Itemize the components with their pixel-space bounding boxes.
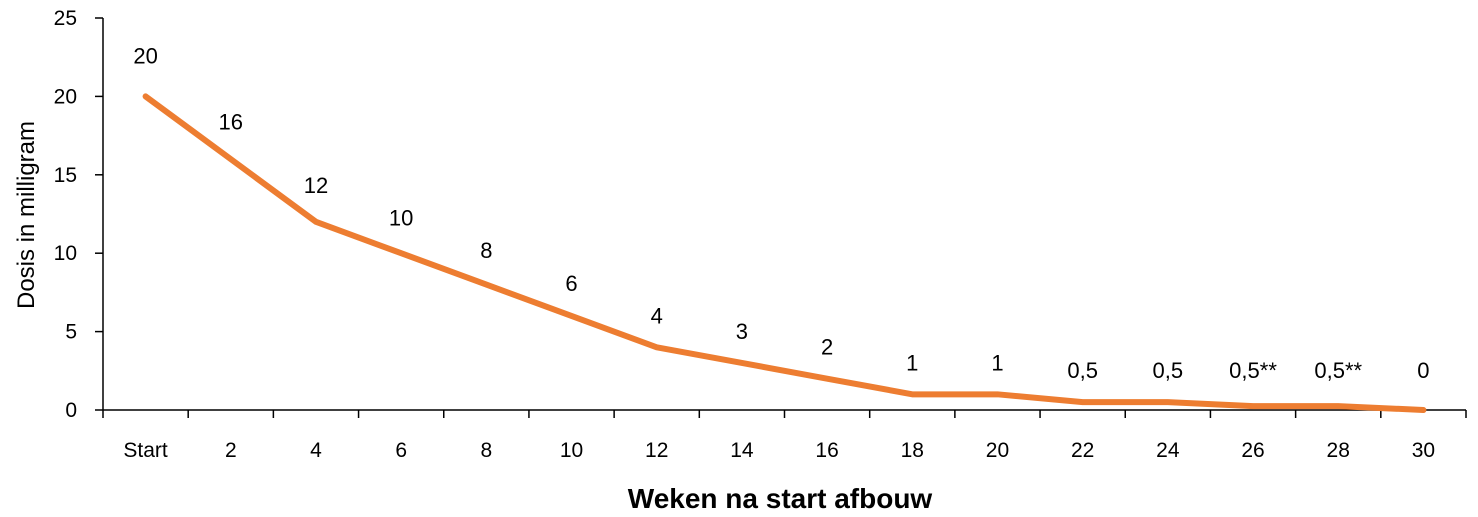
data-label: 3 xyxy=(736,319,748,344)
data-label: 0,5 xyxy=(1153,358,1184,383)
x-tick-label: Start xyxy=(123,439,168,462)
data-label: 0 xyxy=(1417,358,1429,383)
y-tick-label: 15 xyxy=(54,164,77,187)
y-tick-label: 20 xyxy=(54,85,77,108)
data-label: 0,5 xyxy=(1067,358,1098,383)
x-tick-label: 6 xyxy=(395,439,407,462)
data-label: 1 xyxy=(991,350,1003,375)
x-tick-label: 16 xyxy=(815,439,838,462)
data-label: 8 xyxy=(480,238,492,263)
x-tick-label: 4 xyxy=(310,439,322,462)
y-tick-label: 0 xyxy=(65,399,77,422)
x-tick-label: 20 xyxy=(986,439,1009,462)
data-label: 12 xyxy=(304,173,328,198)
y-tick-label: 5 xyxy=(65,321,77,344)
x-tick-label: 22 xyxy=(1071,439,1094,462)
data-label: 1 xyxy=(906,350,918,375)
series-lines xyxy=(142,93,1427,413)
x-tick-label: 8 xyxy=(481,439,493,462)
x-axis-title: Weken na start afbouw xyxy=(628,483,933,514)
x-tick-label: 30 xyxy=(1412,439,1435,462)
data-label: 2 xyxy=(821,335,833,360)
y-tick-label: 25 xyxy=(54,7,77,30)
data-label: 6 xyxy=(565,271,577,296)
data-label: 0,5** xyxy=(1314,358,1362,383)
x-tick-label: 14 xyxy=(730,439,754,462)
x-tick-label: 18 xyxy=(901,439,924,462)
x-tick-label: 2 xyxy=(225,439,237,462)
data-label: 20 xyxy=(133,43,157,68)
y-axis-ticks: 0 5 10 15 20 25 xyxy=(54,7,103,422)
series-line xyxy=(142,93,1427,413)
data-label: 0,5** xyxy=(1229,358,1277,383)
x-tick-label: 10 xyxy=(560,439,583,462)
x-tick-label: 24 xyxy=(1156,439,1180,462)
data-label: 16 xyxy=(219,109,243,134)
y-axis-title: Dosis in milligram xyxy=(13,121,40,309)
x-axis-ticks: Start 2 4 6 8 10 12 14 16 18 20 22 24 26 28 30 xyxy=(102,410,1467,462)
x-tick-label: 12 xyxy=(645,439,668,462)
data-label: 10 xyxy=(389,206,413,231)
x-tick-label: 26 xyxy=(1241,439,1264,462)
y-tick-label: 10 xyxy=(54,242,77,265)
data-labels: 20 16 12 10 8 6 4 3 2 1 1 0,5 0,5 0,5** 0,5** 0 xyxy=(133,43,1429,383)
x-tick-label: 28 xyxy=(1327,439,1350,462)
data-label: 4 xyxy=(651,303,663,328)
